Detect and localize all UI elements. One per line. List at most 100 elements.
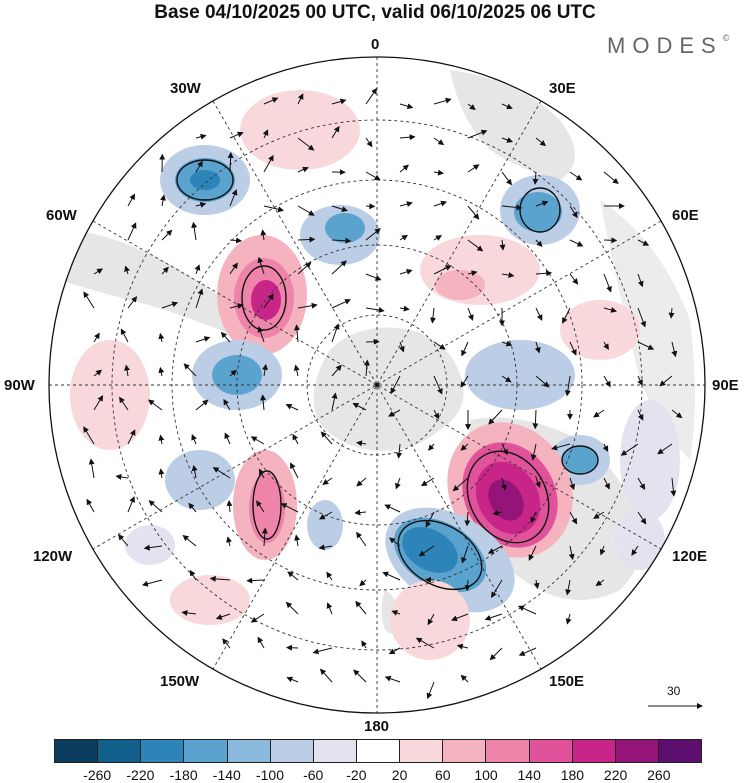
wind-vector <box>127 193 135 207</box>
wind-vector <box>433 97 452 105</box>
wind-vector <box>517 605 537 615</box>
colorbar-tick-label: 220 <box>603 767 628 783</box>
wind-vector <box>467 164 480 173</box>
wind-vector <box>384 675 401 683</box>
colorbar-tick-label: -20 <box>346 767 367 783</box>
wind-vector <box>467 103 476 111</box>
colorbar-tick-label: 100 <box>474 767 498 783</box>
wind-vector <box>262 129 269 139</box>
colorbar-tick-label: 140 <box>517 767 541 783</box>
brand-text: MODES <box>607 33 723 58</box>
wind-vector <box>460 674 469 683</box>
wind-vector <box>250 613 265 623</box>
wind-vector <box>603 307 617 313</box>
wind-vector <box>390 375 401 395</box>
wind-vector <box>595 579 605 587</box>
wind-vector <box>365 87 378 105</box>
wind-vector <box>593 511 605 519</box>
wind-vector <box>593 409 605 418</box>
wind-vector <box>127 296 138 309</box>
wind-vector <box>294 534 300 547</box>
colorbar-tick-label: -260 <box>83 767 112 783</box>
negative-anomaly-1 <box>160 145 250 215</box>
wind-vector <box>143 544 163 551</box>
lon-label-90e: 90E <box>712 377 739 394</box>
colorbar-segment <box>226 740 270 762</box>
south-america-landmass <box>60 230 270 342</box>
wind-vector <box>532 171 539 185</box>
wind-vector <box>399 268 413 275</box>
wind-vector <box>83 291 95 309</box>
wind-vector <box>491 579 503 598</box>
wind-vector <box>429 307 436 324</box>
wind-vector <box>530 443 537 461</box>
wind-vector <box>501 375 512 383</box>
wind-vector <box>181 609 197 616</box>
wind-vector <box>467 270 478 277</box>
wind-vector <box>671 409 683 419</box>
lon-label-180: 180 <box>364 718 390 735</box>
negative-anomaly-2 <box>300 205 380 265</box>
wind-vector <box>535 239 543 248</box>
wind-vector <box>365 137 373 148</box>
wind-vector <box>195 288 204 309</box>
wind-vector <box>467 205 480 220</box>
wind-vector <box>535 307 543 321</box>
wind-vector <box>262 363 268 377</box>
wind-vector <box>191 433 197 445</box>
wind-vector <box>356 477 367 487</box>
colorbar-segment <box>614 740 658 762</box>
wind-vector <box>365 307 385 313</box>
wind-vector <box>320 431 333 445</box>
wind-vector <box>464 511 471 527</box>
wind-vector <box>141 579 163 587</box>
wind-vector <box>148 500 163 513</box>
wind-vector <box>467 307 474 321</box>
wind-vector <box>569 205 578 219</box>
wind-vector <box>331 125 340 139</box>
wind-vector <box>119 396 129 411</box>
wind-vector <box>331 323 340 343</box>
wind-vector <box>637 477 646 491</box>
colorbar-tick-label: -140 <box>212 767 241 783</box>
colorbar-tick-label: 20 <box>391 767 408 783</box>
wind-vector <box>182 534 197 547</box>
wind-vector <box>535 375 550 388</box>
wind-vector <box>220 331 231 343</box>
negative-anomaly-4 <box>192 340 282 410</box>
wind-vector <box>331 392 338 411</box>
wind-vector <box>257 256 265 275</box>
wind-vector <box>88 458 95 479</box>
positive-anomaly-4 <box>233 450 297 560</box>
lon-label-60w: 60W <box>46 207 77 224</box>
wind-vector <box>353 669 367 683</box>
wind-vector <box>287 571 299 581</box>
wind-vector <box>293 364 300 377</box>
colorbar <box>54 739 702 763</box>
wind-vector <box>399 134 416 141</box>
wind-vector <box>263 293 274 309</box>
wind-vector <box>148 399 163 411</box>
wind-vector <box>620 443 639 456</box>
wind-vector <box>534 341 541 354</box>
wind-vector <box>637 375 643 386</box>
wind-vector <box>297 205 315 216</box>
wind-vector <box>488 409 503 425</box>
wind-vector <box>331 364 342 377</box>
pole-marker <box>375 383 379 387</box>
wind-vector <box>226 500 233 513</box>
wind-vector <box>263 97 279 105</box>
wind-vector <box>331 260 347 275</box>
map-border <box>48 56 706 714</box>
wind-vector <box>326 602 333 615</box>
wind-vector <box>188 502 197 513</box>
wind-vector <box>428 443 435 451</box>
wind-vector <box>535 477 541 488</box>
wind-vector <box>359 579 367 587</box>
wind-vector <box>501 204 523 211</box>
wind-vector <box>124 265 130 275</box>
wind-vector <box>158 332 165 343</box>
wind-vector <box>671 341 678 358</box>
wind-vector <box>637 409 644 421</box>
colorbar-segment <box>571 740 615 762</box>
